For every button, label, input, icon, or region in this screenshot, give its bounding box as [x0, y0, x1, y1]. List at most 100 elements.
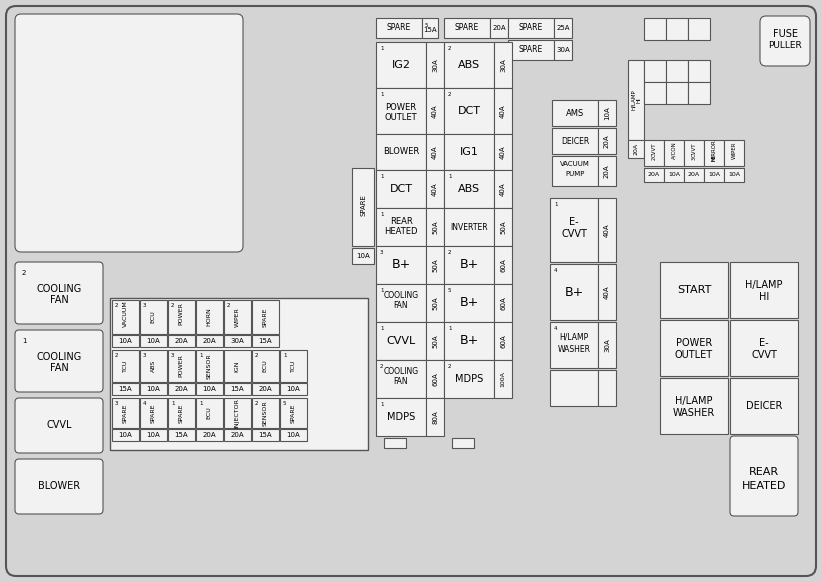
Text: INJECTOR: INJECTOR: [234, 398, 239, 428]
Text: 3: 3: [115, 401, 118, 406]
Bar: [550, 370, 598, 406]
Bar: [224, 429, 251, 441]
Text: ECU: ECU: [150, 311, 155, 324]
Bar: [426, 134, 444, 170]
Text: WASHER: WASHER: [557, 345, 590, 353]
Bar: [666, 60, 688, 82]
Bar: [550, 198, 598, 262]
Text: 40A: 40A: [500, 104, 506, 118]
Text: E-: E-: [569, 217, 579, 227]
Bar: [426, 170, 444, 208]
Bar: [688, 18, 710, 40]
Bar: [140, 335, 167, 347]
Bar: [684, 140, 704, 166]
Text: DCT: DCT: [390, 184, 413, 194]
Text: HEATED: HEATED: [741, 481, 786, 491]
Text: REAR: REAR: [390, 218, 413, 226]
Bar: [508, 18, 554, 38]
Text: 20A: 20A: [230, 432, 244, 438]
Text: B+: B+: [459, 258, 478, 271]
Text: 3: 3: [691, 156, 696, 160]
Text: SPARE: SPARE: [519, 23, 543, 33]
Text: 3: 3: [171, 353, 174, 358]
Bar: [376, 360, 426, 398]
Bar: [376, 42, 426, 88]
Bar: [444, 360, 494, 398]
Text: CVVT: CVVT: [652, 143, 657, 157]
Text: REAR: REAR: [749, 467, 779, 477]
Text: VACUUM: VACUUM: [560, 161, 590, 167]
Text: HORN: HORN: [206, 308, 211, 327]
Bar: [426, 88, 444, 134]
Text: POWER: POWER: [178, 354, 183, 378]
Bar: [598, 264, 616, 320]
Bar: [628, 140, 644, 158]
Text: H/LAMP: H/LAMP: [675, 396, 713, 406]
Text: 15A: 15A: [118, 386, 132, 392]
Text: 30A: 30A: [230, 338, 244, 344]
Bar: [644, 60, 666, 82]
Bar: [376, 18, 422, 38]
Text: 2: 2: [448, 46, 451, 51]
Text: HEATED: HEATED: [384, 228, 418, 236]
Text: 1: 1: [380, 402, 384, 407]
Bar: [550, 264, 598, 320]
Bar: [110, 298, 368, 450]
Bar: [494, 42, 512, 88]
Bar: [280, 350, 307, 382]
Bar: [112, 335, 139, 347]
Text: 50A: 50A: [500, 220, 506, 234]
Bar: [494, 208, 512, 246]
Bar: [552, 100, 598, 126]
Bar: [550, 322, 598, 368]
Text: 50A: 50A: [432, 220, 438, 234]
Bar: [426, 284, 444, 322]
Text: 5: 5: [448, 288, 451, 293]
Bar: [598, 100, 616, 126]
Text: 2: 2: [171, 303, 174, 308]
Bar: [444, 284, 494, 322]
Bar: [444, 18, 490, 38]
Text: 60A: 60A: [432, 372, 438, 386]
Bar: [376, 246, 426, 284]
Bar: [644, 82, 666, 104]
Bar: [724, 168, 744, 182]
Text: 5: 5: [283, 401, 287, 406]
Text: 1: 1: [171, 401, 174, 406]
Text: 1: 1: [380, 288, 384, 293]
Text: 60A: 60A: [500, 334, 506, 348]
Text: 20A: 20A: [604, 164, 610, 178]
Text: 10A: 10A: [708, 172, 720, 178]
Text: CVVL: CVVL: [46, 420, 72, 430]
FancyBboxPatch shape: [6, 6, 816, 576]
Text: SENSOR: SENSOR: [262, 400, 267, 426]
Text: A/CON: A/CON: [672, 141, 677, 159]
Bar: [704, 140, 724, 166]
Text: 1: 1: [380, 174, 384, 179]
Text: POWER: POWER: [386, 102, 417, 112]
Bar: [196, 350, 223, 382]
Text: IG2: IG2: [391, 60, 410, 70]
Bar: [494, 134, 512, 170]
Text: 1: 1: [283, 353, 287, 358]
Text: 15A: 15A: [258, 338, 272, 344]
Bar: [252, 350, 279, 382]
Bar: [444, 42, 494, 88]
Bar: [140, 429, 167, 441]
Text: IGN: IGN: [234, 360, 239, 372]
Text: 10A: 10A: [118, 432, 132, 438]
Bar: [644, 140, 664, 166]
Bar: [384, 438, 406, 448]
Text: FUSE: FUSE: [773, 29, 797, 39]
Text: IG1: IG1: [459, 147, 478, 157]
Text: 15A: 15A: [174, 432, 187, 438]
Text: 10A: 10A: [118, 338, 132, 344]
Text: 20A: 20A: [174, 338, 187, 344]
Bar: [252, 398, 279, 428]
Text: 20A: 20A: [202, 432, 216, 438]
Bar: [376, 322, 426, 360]
Bar: [426, 42, 444, 88]
FancyBboxPatch shape: [15, 14, 243, 252]
Bar: [660, 262, 728, 318]
Bar: [664, 168, 684, 182]
